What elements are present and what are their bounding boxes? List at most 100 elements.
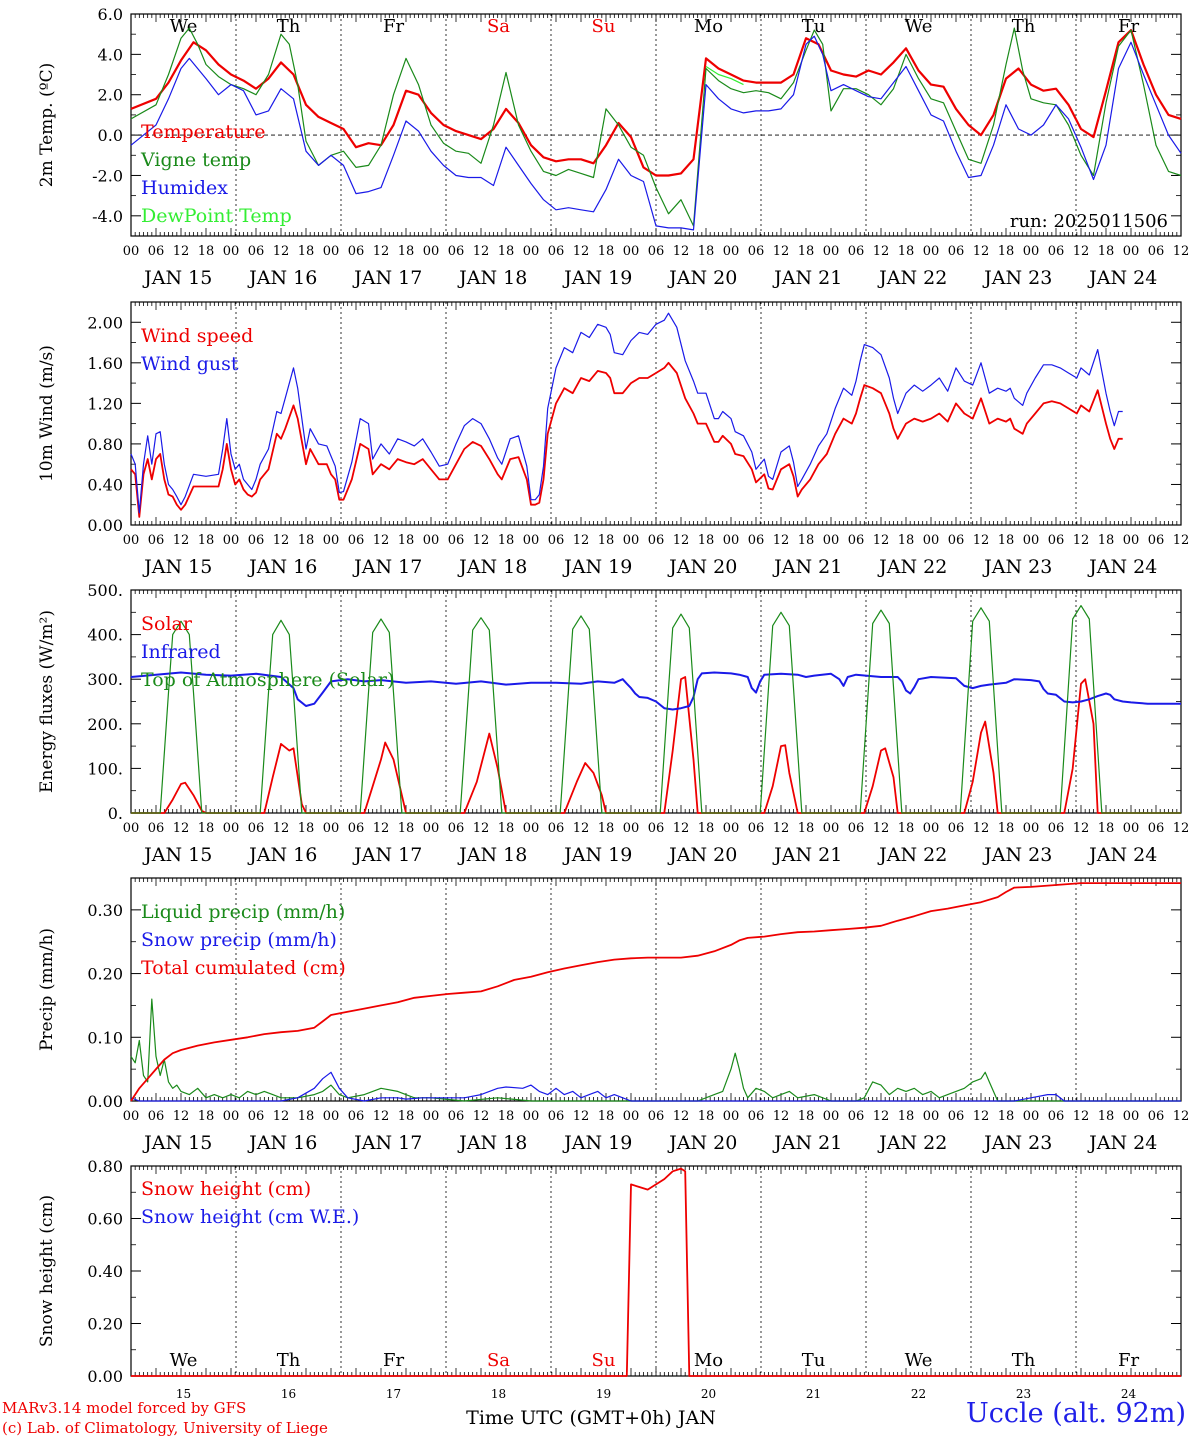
- x-hour-label: 00: [623, 533, 640, 548]
- x-hour-label: 18: [598, 244, 615, 259]
- y-tick-label: 100.: [87, 759, 123, 778]
- x-hour-label: 18: [998, 821, 1015, 836]
- x-hour-label: 18: [698, 1109, 715, 1124]
- x-hour-label: 18: [1098, 1109, 1115, 1124]
- day-of-week-label: Tu: [802, 1350, 826, 1371]
- x-date-label: JAN 18: [457, 844, 527, 866]
- x-hour-label: 06: [548, 1109, 565, 1124]
- x-date-label: JAN 21: [772, 267, 842, 289]
- x-hour-label: 18: [198, 244, 215, 259]
- legend-entry: Snow height (cm W.E.): [141, 1206, 359, 1228]
- y-tick-label: 6.0: [98, 5, 123, 24]
- x-hour-label: 06: [548, 244, 565, 259]
- x-hour-label: 06: [648, 821, 665, 836]
- x-hour-label: 00: [923, 1109, 940, 1124]
- x-date-label: JAN 20: [667, 844, 737, 866]
- x-hour-label: 12: [173, 1109, 190, 1124]
- day-of-week-label: Fr: [383, 1350, 404, 1371]
- x-date-label: JAN 23: [982, 844, 1052, 866]
- x-hour-label: 18: [598, 1109, 615, 1124]
- y-tick-label: 0.00: [87, 1092, 123, 1111]
- x-hour-label: 18: [898, 533, 915, 548]
- y-axis-label: 2m Temp. (ºC): [37, 63, 57, 188]
- x-hour-label: 12: [773, 533, 790, 548]
- y-tick-label: 0.80: [87, 1157, 123, 1176]
- day-of-week-label: Fr: [1118, 1350, 1139, 1371]
- x-hour-label: 18: [898, 244, 915, 259]
- x-hour-label: 06: [748, 533, 765, 548]
- credits: MARv3.14 model forced by GFS (c) Lab. of…: [2, 1398, 328, 1438]
- x-hour-label: 18: [298, 1109, 315, 1124]
- legend-entry: Wind speed: [141, 325, 253, 347]
- x-hour-label: 12: [973, 533, 990, 548]
- x-hour-label: 06: [948, 821, 965, 836]
- x-hour-label: 18: [998, 533, 1015, 548]
- y-tick-label: 0.40: [87, 1262, 123, 1281]
- x-hour-label: 00: [523, 1109, 540, 1124]
- run-label: run: 2025011506: [1010, 211, 1168, 232]
- x-hour-label: 06: [748, 1109, 765, 1124]
- day-of-week-label: We: [905, 16, 933, 37]
- x-date-label: JAN 15: [142, 556, 212, 578]
- credit-line-model: MARv3.14 model forced by GFS: [2, 1399, 247, 1417]
- series-line-temperature: [130, 29, 1182, 177]
- x-hour-label: 18: [298, 821, 315, 836]
- x-hour-label: 18: [598, 821, 615, 836]
- x-hour-label: 12: [773, 821, 790, 836]
- x-hour-label: 18: [298, 244, 315, 259]
- y-axis-label: 10m Wind (m/s): [37, 345, 57, 482]
- x-hour-label: 06: [548, 821, 565, 836]
- x-hour-label: 12: [1173, 1109, 1190, 1124]
- x-hour-label: 06: [348, 821, 365, 836]
- x-hour-label: 06: [148, 533, 165, 548]
- x-hour-label: 18: [498, 244, 515, 259]
- x-hour-label: 00: [923, 244, 940, 259]
- x-hour-label: 18: [198, 1109, 215, 1124]
- x-hour-label: 06: [1048, 1109, 1065, 1124]
- x-day-number-label: 23: [1016, 1387, 1031, 1401]
- y-tick-label: 0.30: [87, 901, 123, 920]
- x-hour-label: 12: [273, 821, 290, 836]
- x-hour-label: 06: [248, 533, 265, 548]
- x-hour-label: 00: [1023, 533, 1040, 548]
- y-tick-label: 1.20: [87, 394, 123, 413]
- x-hour-label: 06: [348, 244, 365, 259]
- x-hour-label: 00: [123, 821, 140, 836]
- x-hour-label: 18: [198, 821, 215, 836]
- x-date-label: JAN 18: [457, 1132, 527, 1154]
- x-hour-label: 12: [173, 533, 190, 548]
- y-axis-label: Precip (mm/h): [37, 928, 57, 1051]
- x-date-label: JAN 23: [982, 556, 1052, 578]
- x-hour-label: 12: [973, 821, 990, 836]
- x-hour-label: 00: [423, 533, 440, 548]
- x-hour-label: 18: [798, 533, 815, 548]
- x-date-label: JAN 24: [1087, 1132, 1157, 1154]
- x-hour-label: 00: [523, 533, 540, 548]
- x-hour-label: 18: [1098, 821, 1115, 836]
- x-hour-label: 12: [1073, 244, 1090, 259]
- legend-entry: Infrared: [141, 641, 221, 663]
- x-date-label: JAN 16: [247, 267, 317, 289]
- x-date-label: JAN 18: [457, 267, 527, 289]
- x-hour-label: 06: [1148, 1109, 1165, 1124]
- x-date-label: JAN 17: [352, 844, 422, 866]
- x-hour-label: 18: [398, 244, 415, 259]
- x-hour-label: 12: [573, 1109, 590, 1124]
- day-of-week-label: Th: [277, 1350, 301, 1371]
- x-date-label: JAN 23: [982, 1132, 1052, 1154]
- x-hour-label: 00: [1123, 533, 1140, 548]
- x-hour-label: 18: [398, 821, 415, 836]
- legend-entry: Total cumulated (cm): [141, 957, 346, 979]
- x-hour-label: 00: [223, 533, 240, 548]
- x-hour-label: 06: [748, 244, 765, 259]
- x-hour-label: 00: [823, 821, 840, 836]
- day-of-week-label: Mo: [694, 16, 723, 37]
- x-date-label: JAN 24: [1087, 267, 1157, 289]
- x-hour-label: 06: [1148, 533, 1165, 548]
- x-hour-label: 12: [173, 821, 190, 836]
- x-date-label: JAN 19: [562, 267, 632, 289]
- x-date-label: JAN 24: [1087, 556, 1157, 578]
- x-date-label: JAN 15: [142, 267, 212, 289]
- x-date-label: JAN 22: [877, 267, 947, 289]
- x-hour-label: 12: [273, 533, 290, 548]
